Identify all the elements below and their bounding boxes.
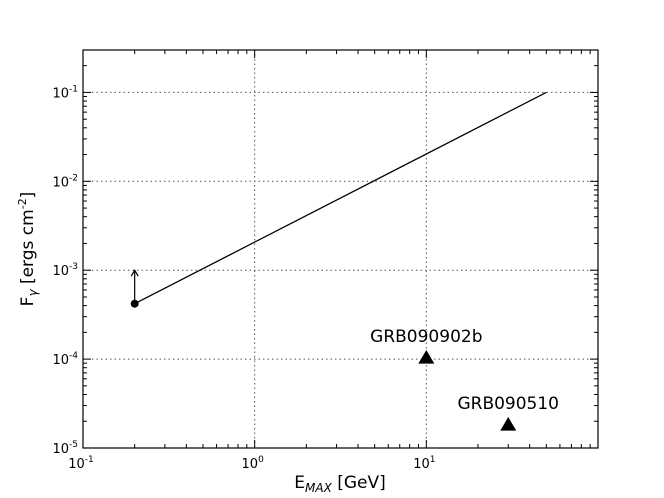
marker-label: GRB090510 <box>457 394 559 414</box>
lower-limit-arrow-head <box>130 269 139 277</box>
marker-label: GRB090902b <box>370 327 482 347</box>
triangle-marker <box>418 350 435 364</box>
plot-area: GRB090902b GRB090510 <box>130 91 559 431</box>
y-tick-label: 10-2 <box>52 173 78 190</box>
y-axis-label: Fγ [ergs cm-2] <box>16 192 40 307</box>
x-tick-label: 100 <box>242 455 265 472</box>
grid-lines <box>83 50 598 448</box>
series-line <box>134 91 547 305</box>
y-tick-label: 10-4 <box>52 351 78 368</box>
lower-limit-point <box>130 299 139 308</box>
plot-frame <box>82 49 599 449</box>
x-tick-label: 101 <box>413 455 435 472</box>
x-tick-label: 10-1 <box>68 455 94 472</box>
axis-ticks: 10-1 100 101 10-1 10-2 10-3 10-4 10-5 <box>52 50 598 472</box>
triangle-marker <box>500 417 517 431</box>
x-axis-label: EMAX [GeV] <box>294 473 385 495</box>
y-tick-label: 10-3 <box>52 262 78 279</box>
y-tick-label: 10-5 <box>52 440 78 457</box>
y-tick-label: 10-1 <box>52 84 78 101</box>
